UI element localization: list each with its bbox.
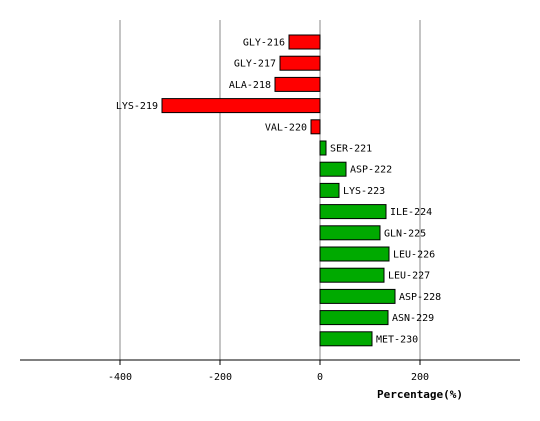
bar-label: MET-230	[376, 334, 418, 345]
x-tick-label: 200	[411, 372, 429, 383]
bar	[279, 55, 321, 71]
bar	[161, 98, 321, 114]
bar-label: ILE-224	[390, 207, 432, 218]
bar	[319, 246, 390, 262]
bar	[319, 182, 340, 198]
bar	[319, 225, 381, 241]
bar-label: GLN-225	[384, 228, 426, 239]
x-tick-label: -200	[208, 372, 232, 383]
x-axis: -400 -200 0 200	[20, 359, 520, 383]
bar	[319, 140, 327, 156]
bar	[288, 34, 321, 50]
bar	[319, 310, 389, 326]
bar-label: ASN-229	[392, 313, 434, 324]
x-tick-label: 0	[317, 372, 323, 383]
bar-label: LEU-226	[393, 250, 435, 261]
bar-label: LYS-223	[343, 186, 385, 197]
x-tick-label: -400	[108, 372, 132, 383]
bar-label: ASP-228	[399, 292, 441, 303]
bar-label: VAL-220	[265, 122, 307, 133]
bar-label: SER-221	[330, 144, 372, 155]
bar-label: LEU-227	[388, 271, 430, 282]
bar-label: LYS-219	[116, 101, 158, 112]
x-axis-label: Percentage(%)	[377, 388, 463, 401]
bar-label: GLY-216	[243, 38, 285, 49]
bar	[274, 76, 321, 92]
bars: GLY-216 GLY-217 ALA-218 LYS-219 VAL-220 SER-2…	[116, 34, 441, 347]
bar	[319, 204, 387, 220]
bar	[310, 119, 321, 135]
bar	[319, 267, 385, 283]
bar-label: GLY-217	[234, 59, 276, 70]
bar-label: ASP-222	[350, 165, 392, 176]
bar	[319, 288, 396, 304]
bar	[319, 161, 347, 177]
bar	[319, 331, 373, 347]
bar-label: ALA-218	[229, 80, 271, 91]
